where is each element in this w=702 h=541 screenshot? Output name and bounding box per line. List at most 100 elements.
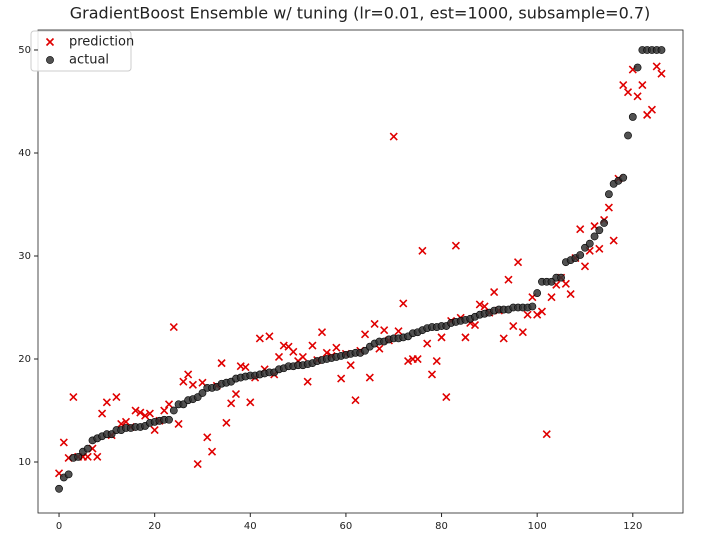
point: [346, 361, 355, 370]
point: [427, 370, 437, 379]
point: [59, 438, 68, 447]
point: [74, 452, 83, 461]
plot-frame: [37, 29, 684, 514]
point: [184, 370, 193, 379]
y-tick-label: 30: [18, 251, 31, 262]
legend-swatch: [45, 37, 55, 47]
point: [179, 377, 188, 386]
point: [418, 246, 427, 255]
point: [490, 287, 499, 297]
marks: [54, 46, 666, 493]
x-tick-label: 60: [340, 521, 353, 532]
point: [576, 251, 585, 259]
x-tick-label: 80: [435, 521, 448, 532]
point: [203, 433, 212, 442]
point: [227, 399, 236, 408]
point: [289, 347, 298, 356]
y-tick-label: 20: [18, 354, 31, 365]
point: [389, 132, 398, 141]
point: [337, 374, 346, 383]
point: [141, 411, 150, 420]
y-tick-label: 40: [18, 148, 31, 159]
point: [64, 470, 73, 479]
point: [657, 69, 666, 78]
point: [657, 46, 666, 54]
point: [499, 334, 508, 343]
point: [547, 293, 556, 302]
point: [308, 341, 317, 350]
point: [633, 63, 642, 72]
point: [169, 406, 178, 415]
point: [576, 225, 585, 234]
point: [604, 203, 613, 212]
point: [222, 418, 231, 427]
point: [518, 328, 527, 337]
point: [600, 219, 609, 227]
point: [317, 328, 327, 337]
point: [557, 273, 565, 282]
point: [394, 327, 403, 336]
point: [255, 334, 264, 343]
point: [413, 354, 422, 364]
point: [231, 389, 241, 399]
legend-label: prediction: [69, 35, 134, 50]
point: [169, 323, 178, 332]
point: [509, 321, 518, 331]
point: [609, 236, 618, 245]
point: [619, 80, 628, 90]
point: [461, 333, 470, 342]
point: [590, 232, 599, 241]
point: [188, 380, 197, 389]
point: [165, 415, 173, 424]
point: [131, 406, 140, 415]
point: [55, 484, 63, 493]
point: [623, 88, 633, 97]
point: [619, 173, 628, 182]
point: [274, 352, 284, 362]
point: [533, 310, 542, 319]
y-tick-label: 50: [18, 45, 31, 56]
legend-label: actual: [69, 53, 109, 68]
point: [332, 343, 341, 352]
point: [442, 393, 451, 402]
point: [633, 92, 642, 101]
y-tick-label: 10: [18, 457, 31, 468]
point: [298, 352, 307, 362]
point: [470, 320, 480, 330]
point: [504, 275, 513, 284]
point: [404, 356, 413, 366]
point: [174, 419, 183, 428]
point: [647, 105, 656, 114]
point: [585, 239, 594, 248]
point: [451, 241, 460, 250]
point: [652, 62, 661, 71]
point: [265, 332, 274, 341]
point: [399, 299, 408, 308]
point: [533, 289, 542, 297]
point: [423, 339, 432, 348]
legend-box: [30, 30, 132, 72]
point: [365, 373, 374, 382]
point: [93, 452, 102, 461]
legend-swatch: [46, 56, 54, 64]
point: [542, 430, 551, 439]
chart-title: GradientBoost Ensemble w/ tuning (lr=0.0…: [70, 4, 651, 23]
point: [480, 302, 489, 311]
point: [523, 310, 532, 319]
point: [370, 319, 379, 329]
point: [98, 409, 107, 418]
point: [102, 398, 111, 407]
point: [537, 307, 547, 316]
point: [561, 279, 570, 288]
point: [360, 330, 370, 339]
point: [207, 447, 217, 456]
point: [566, 290, 575, 299]
point: [624, 131, 632, 140]
point: [112, 393, 121, 402]
point: [432, 356, 441, 366]
point: [136, 408, 145, 417]
point: [69, 393, 78, 402]
point: [193, 460, 202, 469]
point: [160, 406, 169, 415]
